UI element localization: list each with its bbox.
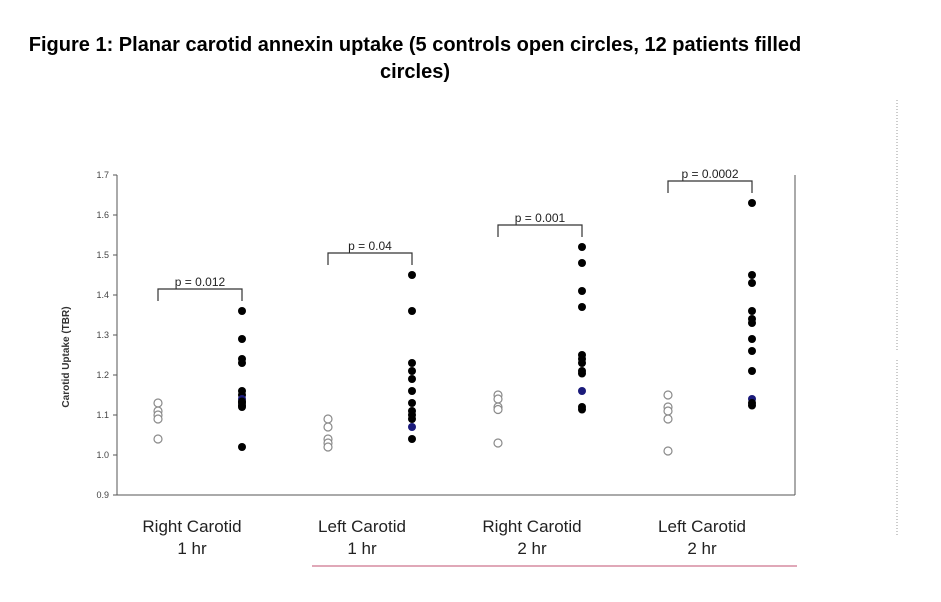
- patient-point: [578, 387, 586, 395]
- patient-point: [748, 367, 756, 375]
- patient-point: [238, 359, 246, 367]
- p-value-label: p = 0.012: [175, 275, 226, 289]
- p-value-bracket: [327, 252, 413, 265]
- patient-point: [748, 279, 756, 287]
- patient-point: [408, 359, 416, 367]
- control-point: [323, 442, 333, 452]
- figure-title: Figure 1: Planar carotid annexin uptake …: [28, 34, 802, 83]
- patient-point: [578, 259, 586, 267]
- control-point: [153, 414, 163, 424]
- patient-point: [408, 423, 416, 431]
- patient-point: [578, 303, 586, 311]
- patient-point: [408, 399, 416, 407]
- control-point: [493, 438, 503, 448]
- patient-point: [408, 271, 416, 279]
- patient-point: [408, 415, 416, 423]
- patient-point: [748, 335, 756, 343]
- patient-point: [408, 367, 416, 375]
- y-tick-label: 1.3: [96, 330, 109, 340]
- control-point: [493, 394, 503, 404]
- patient-point: [408, 307, 416, 315]
- data-points: [153, 199, 756, 456]
- patient-point: [748, 307, 756, 315]
- control-point: [663, 406, 673, 416]
- x-group-label: Left Carotid: [658, 517, 746, 536]
- p-value-bracket: [667, 180, 753, 193]
- y-tick-label: 1.5: [96, 250, 109, 260]
- patient-point: [748, 199, 756, 207]
- p-value-label: p = 0.04: [348, 239, 392, 253]
- x-group-sublabel: 2 hr: [687, 539, 717, 558]
- patient-point: [748, 401, 756, 410]
- patient-point: [238, 335, 246, 343]
- y-tick-label: 1.4: [96, 290, 109, 300]
- control-point: [493, 404, 503, 415]
- patient-point: [748, 347, 756, 355]
- patient-point: [408, 375, 416, 383]
- y-tick-label: 1.1: [96, 410, 109, 420]
- y-tick-label: 1.7: [96, 170, 109, 180]
- patient-point: [238, 307, 246, 315]
- control-point: [663, 414, 673, 424]
- p-value-label: p = 0.001: [515, 211, 566, 225]
- decorations: [312, 100, 898, 567]
- x-group-label: Right Carotid: [142, 517, 241, 536]
- patient-point: [578, 359, 586, 367]
- y-tick-label: 1.2: [96, 370, 109, 380]
- control-point: [153, 434, 163, 444]
- control-point: [323, 422, 333, 432]
- patient-point: [408, 387, 416, 395]
- p-value-bracket: [157, 288, 243, 301]
- y-axis-label: Carotid Uptake (TBR): [61, 306, 72, 407]
- control-point: [153, 398, 163, 408]
- patient-point: [578, 243, 586, 251]
- control-point: [323, 414, 333, 424]
- p-value-bracket: [497, 224, 583, 237]
- patient-point: [578, 405, 586, 414]
- x-group-label: Left Carotid: [318, 517, 406, 536]
- y-tick-label: 0.9: [96, 490, 109, 500]
- control-point: [663, 390, 673, 400]
- patient-point: [238, 443, 246, 451]
- patient-point: [748, 271, 756, 279]
- x-group-sublabel: 1 hr: [347, 539, 377, 558]
- y-ticks: 0.9 1.0 1.1 1.2 1.3 1.4 1.5 1.6 1.7: [96, 170, 117, 500]
- x-group-sublabel: 2 hr: [517, 539, 547, 558]
- patient-point: [238, 403, 246, 411]
- patient-point: [578, 369, 586, 378]
- control-point: [663, 446, 673, 456]
- x-axis-labels: Right Carotid 1 hr Left Carotid 1 hr Right C…: [142, 517, 746, 558]
- y-tick-label: 1.6: [96, 210, 109, 220]
- p-value-label: p = 0.0002: [681, 167, 738, 181]
- y-tick-label: 1.0: [96, 450, 109, 460]
- x-group-label: Right Carotid: [482, 517, 581, 536]
- patient-point: [748, 319, 756, 327]
- patient-point: [578, 287, 586, 295]
- p-value-brackets: p = 0.012 p = 0.04 p = 0.001 p = 0.0002: [157, 167, 753, 301]
- patient-point: [408, 435, 416, 443]
- axes: Carotid Uptake (TBR): [61, 175, 796, 496]
- x-group-sublabel: 1 hr: [177, 539, 207, 558]
